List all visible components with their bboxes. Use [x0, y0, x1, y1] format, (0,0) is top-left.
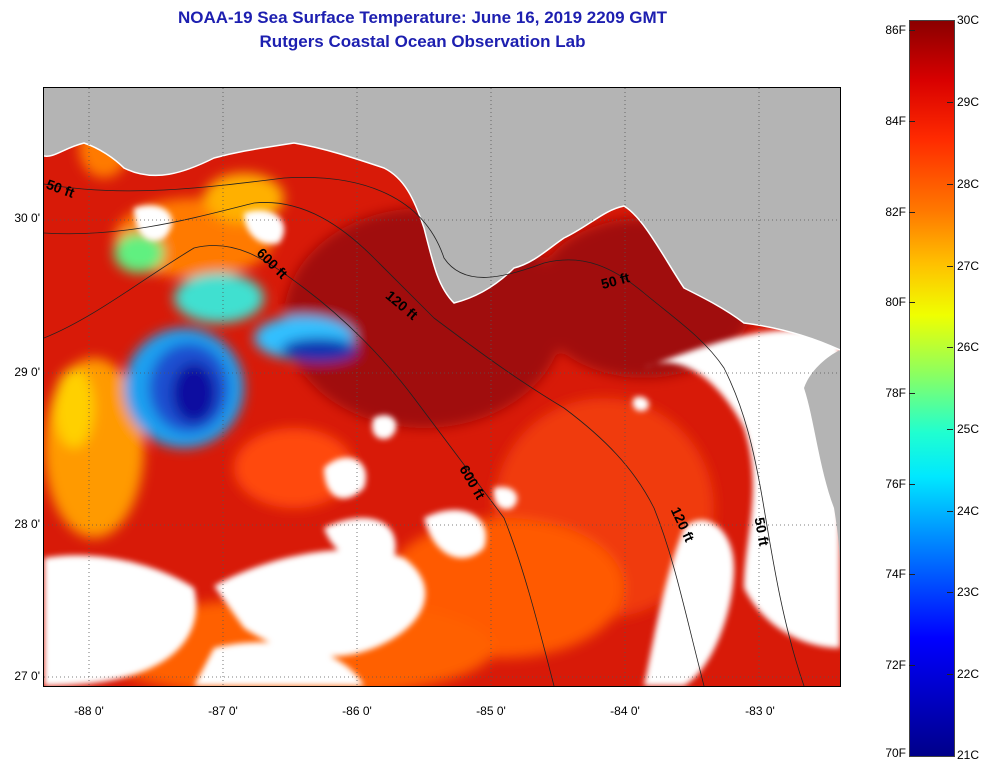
lat-tick-label: 27 0'	[14, 669, 40, 683]
colorbar-tick	[909, 30, 915, 31]
cloud-mask	[44, 205, 840, 686]
colorbar-f-label: 82F	[885, 205, 906, 219]
contour-600ft	[44, 245, 555, 686]
contour-label: 50 ft	[599, 269, 631, 292]
colorbar-f-label: 84F	[885, 114, 906, 128]
land-area	[44, 88, 840, 350]
colorbar-c-label: 28C	[957, 177, 980, 191]
sst-map-canvas: 50 ft 600 ft 120 ft 50 ft 600 ft 120 ft …	[44, 88, 840, 686]
colorbar-c-label: 23C	[957, 585, 980, 599]
colorbar-tick	[947, 266, 953, 267]
colorbar-f-label: 76F	[885, 477, 906, 491]
contour-label: 50 ft	[752, 516, 773, 547]
colorbar-tick	[947, 674, 953, 675]
map-title: NOAA-19 Sea Surface Temperature: June 16…	[177, 8, 668, 27]
colorbar-tick	[909, 302, 915, 303]
colorbar-tick	[909, 393, 915, 394]
temperature-colorbar	[909, 20, 955, 757]
sst-map: 50 ft 600 ft 120 ft 50 ft 600 ft 120 ft …	[43, 87, 841, 687]
colorbar-tick	[947, 102, 953, 103]
colorbar-f-label: 70F	[885, 746, 906, 760]
colorbar-tick	[947, 184, 953, 185]
colorbar-tick	[909, 665, 915, 666]
lat-tick-label: 28 0'	[14, 517, 40, 531]
colorbar-c-label: 22C	[957, 667, 980, 681]
lon-tick-label: -85 0'	[476, 704, 506, 718]
colorbar-tick	[909, 484, 915, 485]
lon-tick-label: -88 0'	[74, 704, 104, 718]
colorbar-c-label: 21C	[957, 748, 980, 762]
contour-120ft	[44, 202, 705, 686]
map-subtitle: Rutgers Coastal Ocean Observation Lab	[259, 32, 586, 51]
lon-tick-label: -86 0'	[342, 704, 372, 718]
lon-tick-label: -84 0'	[610, 704, 640, 718]
colorbar-tick	[909, 574, 915, 575]
lon-tick-label: -87 0'	[208, 704, 238, 718]
coastline	[44, 142, 840, 351]
colorbar-c-label: 27C	[957, 259, 980, 273]
colorbar-c-label: 26C	[957, 340, 980, 354]
lon-tick-label: -83 0'	[745, 704, 775, 718]
lat-tick-label: 30 0'	[14, 211, 40, 225]
colorbar-c-label: 30C	[957, 13, 980, 27]
lat-tick-label: 29 0'	[14, 365, 40, 379]
colorbar-c-label: 25C	[957, 422, 980, 436]
colorbar-f-label: 74F	[885, 567, 906, 581]
colorbar-tick	[947, 347, 953, 348]
colorbar-tick	[947, 592, 953, 593]
bathymetry-contours	[44, 177, 805, 686]
colorbar-f-label: 86F	[885, 23, 906, 37]
colorbar-f-label: 72F	[885, 658, 906, 672]
colorbar-tick	[947, 511, 953, 512]
graticule	[44, 88, 840, 686]
colorbar-f-label: 78F	[885, 386, 906, 400]
colorbar-c-label: 29C	[957, 95, 980, 109]
contour-50ft	[44, 177, 805, 686]
florida-peninsula	[804, 350, 840, 568]
colorbar-tick	[947, 429, 953, 430]
colorbar-tick	[909, 121, 915, 122]
colorbar-f-label: 80F	[885, 295, 906, 309]
colorbar-c-label: 24C	[957, 504, 980, 518]
colorbar-tick	[909, 212, 915, 213]
